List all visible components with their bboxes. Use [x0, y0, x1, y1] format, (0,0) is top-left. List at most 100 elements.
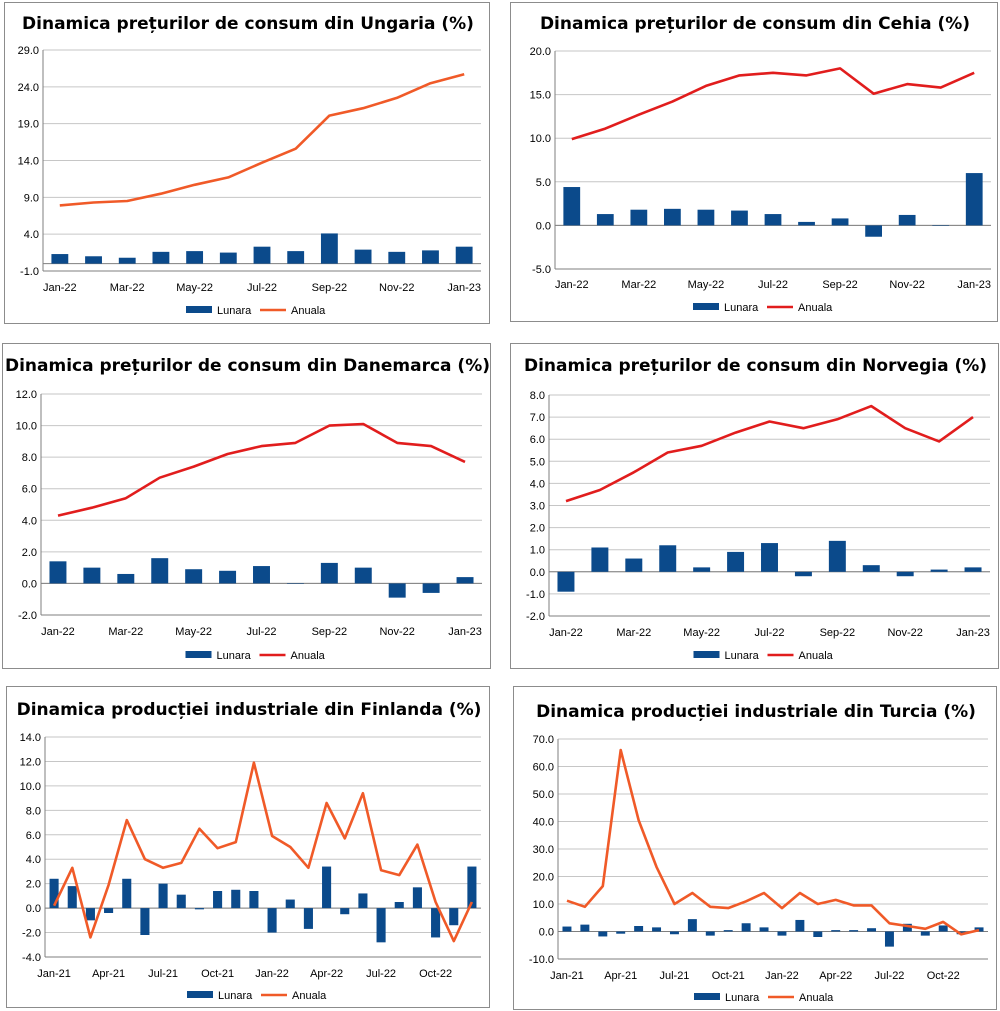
y-tick-label: 4.0: [24, 229, 39, 241]
bar-lunara: [759, 927, 769, 932]
legend-label-anuala: Anuala: [799, 650, 834, 662]
bar-lunara: [795, 919, 805, 932]
bar-lunara: [898, 214, 916, 226]
y-tick-label: 8.0: [530, 390, 545, 402]
chart-title: Dinamica producției industriale din Finl…: [17, 700, 482, 720]
bar-lunara: [794, 571, 812, 577]
bar-lunara: [741, 923, 751, 932]
x-tick-label: Jul-22: [247, 626, 277, 638]
line-anuala: [52, 761, 474, 943]
x-tick-label: Oct-22: [927, 970, 960, 982]
y-tick-label: 30.0: [533, 844, 554, 856]
x-tick-label: Apr-21: [92, 968, 125, 980]
bar-lunara: [158, 883, 168, 909]
y-tick-label: 12.0: [20, 756, 41, 768]
x-tick-label: Oct-22: [419, 968, 452, 980]
y-tick-label: 2.0: [22, 547, 37, 559]
bar-lunara: [253, 566, 270, 584]
bar-lunara: [862, 565, 880, 572]
y-tick-label: 0.0: [530, 567, 545, 579]
x-tick-label: Jan-23: [447, 282, 481, 294]
bar-lunara: [831, 930, 841, 932]
y-tick-label: -10.0: [529, 954, 554, 966]
legend-swatch-lunara: [187, 991, 213, 998]
bar-lunara: [598, 931, 608, 937]
y-tick-label: 10.0: [20, 781, 41, 793]
bar-lunara: [219, 252, 237, 264]
legend-label-anuala: Anuala: [798, 302, 833, 314]
y-tick-label: 12.0: [16, 389, 37, 401]
chart-panel-norvegia: Dinamica prețurilor de consum din Norveg…: [510, 343, 999, 669]
bar-lunara: [930, 569, 948, 572]
bar-lunara: [596, 214, 614, 226]
y-tick-label: 2.0: [26, 879, 41, 891]
legend-label-lunara: Lunara: [725, 992, 760, 1004]
x-tick-label: Mar-22: [616, 627, 651, 639]
bar-lunara: [932, 225, 950, 226]
legend-swatch-lunara: [185, 651, 212, 658]
x-tick-label: May-22: [175, 626, 212, 638]
bar-lunara: [287, 251, 305, 264]
bar-lunara: [354, 567, 372, 584]
chart-panel-danemarca: Dinamica prețurilor de consum din Danema…: [2, 343, 491, 669]
bar-lunara: [761, 543, 778, 572]
bar-lunara: [964, 567, 982, 572]
x-tick-label: Sep-22: [822, 279, 857, 291]
legend-label-lunara: Lunara: [724, 302, 759, 314]
bar-lunara: [49, 561, 67, 584]
x-tick-label: Mar-22: [108, 626, 143, 638]
bar-lunara: [340, 908, 350, 915]
legend-swatch-lunara: [693, 303, 719, 310]
bar-lunara: [213, 891, 223, 909]
legend-label-anuala: Anuala: [291, 305, 326, 317]
y-tick-label: 15.0: [530, 90, 551, 102]
bar-lunara: [693, 567, 711, 572]
bar-lunara: [687, 919, 697, 932]
chart-svg-cehia: Dinamica prețurilor de consum din Cehia …: [530, 14, 991, 314]
y-tick-label: 19.0: [18, 119, 39, 131]
bar-lunara: [920, 931, 930, 936]
y-tick-label: 29.0: [18, 45, 39, 57]
bar-lunara: [322, 866, 332, 909]
line-anuala: [571, 67, 975, 141]
y-tick-label: 0.0: [536, 220, 551, 232]
bar-lunara: [467, 866, 477, 909]
bar-lunara: [219, 570, 237, 584]
x-tick-label: Mar-22: [110, 282, 145, 294]
bar-lunara: [140, 908, 150, 935]
y-tick-label: 5.0: [536, 177, 551, 189]
y-tick-label: -2.0: [18, 610, 37, 622]
x-tick-label: Sep-22: [312, 626, 347, 638]
y-tick-label: 7.0: [530, 412, 545, 424]
bar-lunara: [51, 254, 69, 264]
y-tick-label: 20.0: [530, 46, 551, 58]
bar-lunara: [456, 577, 474, 584]
chart-title: Dinamica producției industriale din Turc…: [536, 702, 976, 722]
x-tick-label: Jan-22: [43, 282, 77, 294]
legend-swatch-lunara: [186, 306, 212, 313]
bar-lunara: [104, 908, 114, 913]
bar-lunara: [320, 233, 338, 264]
bar-lunara: [563, 187, 581, 226]
x-tick-label: Nov-22: [887, 627, 922, 639]
bar-lunara: [118, 257, 136, 264]
legend-label-lunara: Lunara: [725, 650, 760, 662]
bar-lunara: [358, 893, 368, 909]
y-tick-label: 6.0: [22, 484, 37, 496]
legend-label-anuala: Anuala: [291, 650, 326, 662]
bar-lunara: [85, 256, 102, 264]
x-tick-label: Oct-21: [712, 970, 745, 982]
bar-lunara: [303, 908, 313, 929]
y-tick-label: 4.0: [530, 478, 545, 490]
bar-lunara: [286, 583, 304, 584]
legend-label-lunara: Lunara: [217, 650, 252, 662]
bar-lunara: [49, 878, 59, 909]
x-tick-label: Jan-23: [956, 627, 990, 639]
chart-title: Dinamica prețurilor de consum din Cehia …: [540, 14, 970, 34]
bar-lunara: [764, 214, 782, 226]
bar-lunara: [249, 891, 259, 909]
bar-lunara: [849, 930, 859, 932]
line-anuala: [565, 404, 974, 503]
x-tick-label: May-22: [176, 282, 213, 294]
bar-lunara: [422, 583, 440, 593]
